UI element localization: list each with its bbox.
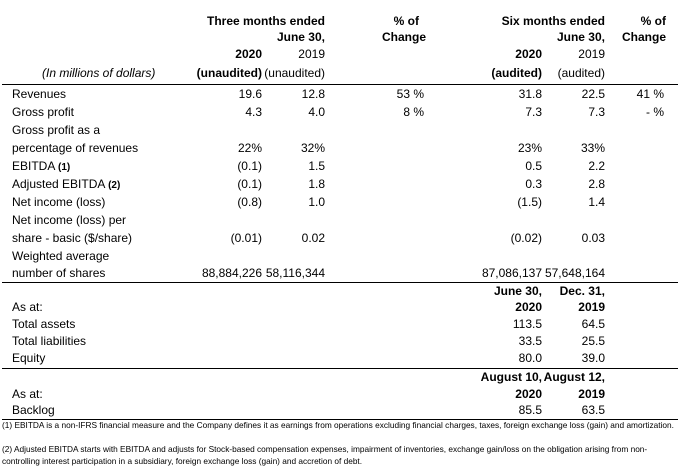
shares-c1: 88,884,226 — [201, 266, 262, 280]
net-income-c1: (0.8) — [237, 195, 262, 209]
gross-profit-p2: - % — [646, 105, 664, 119]
pct-change-header-1: % of — [393, 14, 419, 28]
shares-c4: 57,648,164 — [544, 266, 605, 280]
gp-pct-c2: 32% — [300, 141, 325, 155]
row-label-eps-1: Net income (loss) per — [12, 213, 127, 227]
adj-ebitda-c2: 1.8 — [308, 177, 325, 191]
revenues-c1: 19.6 — [238, 87, 262, 101]
balance-year-1: 2020 — [515, 300, 542, 314]
change-header-1: Change — [381, 30, 426, 44]
balance-date-2: Dec. 31, — [559, 284, 605, 298]
col1-status: (unaudited) — [196, 66, 262, 80]
adj-ebitda-label: Adjusted EBITDA — [12, 177, 105, 191]
three-months-header: Three months ended — [206, 14, 325, 28]
row-label-revenues: Revenues — [12, 87, 67, 101]
adj-ebitda-c4: 2.8 — [588, 177, 605, 191]
gross-profit-c2: 4.0 — [308, 105, 325, 119]
row-label-backlog: Backlog — [12, 403, 55, 417]
backlog-v1: 85.5 — [518, 403, 542, 417]
gross-profit-c1: 4.3 — [245, 105, 262, 119]
gp-pct-c4: 33% — [580, 141, 605, 155]
eps-c4: 0.03 — [581, 231, 605, 245]
revenues-c4: 22.5 — [581, 87, 605, 101]
row-label-gross-profit: Gross profit — [12, 105, 75, 119]
row-label-shares-2: number of shares — [12, 266, 106, 280]
three-months-date: June 30, — [276, 30, 325, 44]
header-divider — [2, 84, 678, 85]
backlog-v2: 63.5 — [581, 403, 605, 417]
col4-year: 2019 — [578, 47, 605, 61]
backlog-divider — [2, 368, 678, 369]
equity-v2: 39.0 — [581, 351, 605, 365]
ebitda-note: (1) — [58, 162, 71, 173]
adj-ebitda-note: (2) — [108, 180, 121, 191]
net-income-c4: 1.4 — [588, 195, 605, 209]
col3-status: (audited) — [491, 66, 542, 80]
net-income-c2: 1.0 — [308, 195, 325, 209]
change-header-2: Change — [621, 30, 666, 44]
ebitda-label: EBITDA — [12, 159, 55, 173]
row-label-total-assets: Total assets — [12, 317, 76, 331]
six-months-date: June 30, — [556, 30, 605, 44]
col3-year: 2020 — [515, 47, 542, 61]
gross-profit-c4: 7.3 — [588, 105, 605, 119]
col4-status: (audited) — [557, 66, 605, 80]
revenues-p2: 41 % — [636, 87, 664, 101]
eps-c2: 0.02 — [301, 231, 325, 245]
footnote-divider — [2, 419, 678, 420]
gp-pct-c3: 23% — [517, 141, 542, 155]
row-label-gp-pct-1: Gross profit as a — [12, 123, 101, 137]
pct-change-header-2: % of — [640, 14, 666, 28]
ebitda-c3: 0.5 — [525, 159, 542, 173]
total-liabilities-v1: 33.5 — [518, 334, 542, 348]
gross-profit-p1: 8 % — [403, 105, 424, 119]
shares-c3: 87,086,137 — [481, 266, 542, 280]
six-months-header: Six months ended — [501, 14, 605, 28]
backlog-year-2: 2019 — [578, 387, 605, 401]
units-label: (In millions of dollars) — [42, 66, 156, 80]
row-label-gp-pct-2: percentage of revenues — [12, 141, 139, 155]
ebitda-c1: (0.1) — [237, 159, 262, 173]
total-assets-v2: 64.5 — [581, 317, 605, 331]
backlog-date-2: August 12, — [543, 370, 605, 384]
col2-year: 2019 — [298, 47, 325, 61]
eps-c1: (0.01) — [230, 231, 262, 245]
footnote-2: (2) Adjusted EBITDA starts with EBITDA a… — [2, 444, 648, 466]
revenues-c2: 12.8 — [301, 87, 325, 101]
total-liabilities-v2: 25.5 — [581, 334, 605, 348]
net-income-c3: (1.5) — [517, 195, 542, 209]
total-assets-v1: 113.5 — [512, 317, 542, 331]
row-label-adj-ebitda: Adjusted EBITDA (2) — [12, 177, 120, 193]
row-label-equity: Equity — [12, 351, 46, 365]
col1-year: 2020 — [235, 47, 262, 61]
row-label-ebitda: EBITDA (1) — [12, 159, 70, 175]
balance-as-at: As at: — [12, 300, 43, 314]
row-label-total-liabilities: Total liabilities — [12, 334, 87, 348]
row-label-eps-2: share - basic ($/share) — [12, 231, 133, 245]
col2-status: (unaudited) — [264, 66, 325, 80]
adj-ebitda-c3: 0.3 — [525, 177, 542, 191]
balance-year-2: 2019 — [578, 300, 605, 314]
revenues-c3: 31.8 — [518, 87, 542, 101]
backlog-as-at: As at: — [12, 387, 43, 401]
eps-c3: (0.02) — [510, 231, 542, 245]
balance-date-1: June 30, — [493, 284, 542, 298]
adj-ebitda-c1: (0.1) — [237, 177, 262, 191]
gross-profit-c3: 7.3 — [525, 105, 542, 119]
gp-pct-c1: 22% — [237, 141, 262, 155]
balance-divider — [2, 282, 678, 283]
backlog-date-1: August 10, — [480, 370, 542, 384]
revenues-p1: 53 % — [396, 87, 424, 101]
row-label-shares-1: Weighted average — [12, 249, 110, 263]
footnote-1: (1) EBITDA is a non-IFRS financial measu… — [2, 420, 674, 430]
backlog-year-1: 2020 — [515, 387, 542, 401]
ebitda-c4: 2.2 — [588, 159, 605, 173]
ebitda-c2: 1.5 — [308, 159, 325, 173]
row-label-net-income: Net income (loss) — [12, 195, 106, 209]
equity-v1: 80.0 — [518, 351, 542, 365]
shares-c2: 58,116,344 — [265, 266, 325, 280]
